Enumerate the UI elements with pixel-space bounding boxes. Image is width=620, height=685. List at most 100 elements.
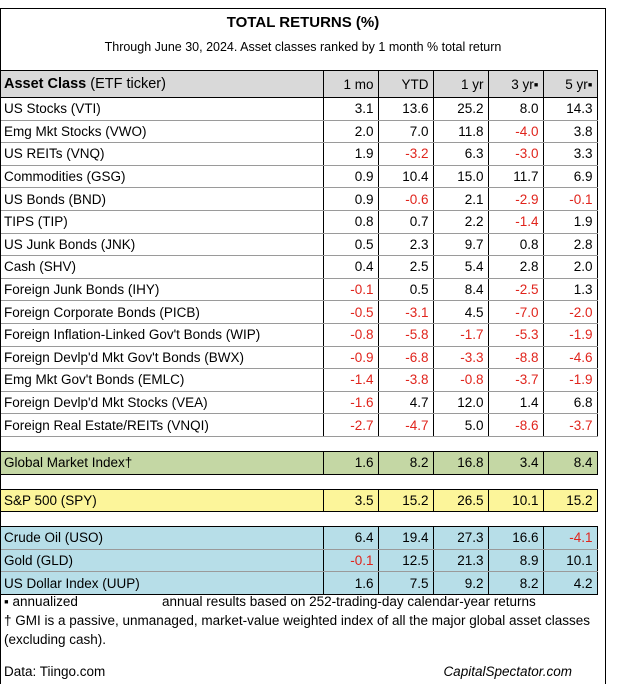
asset-name-cell: S&P 500 (SPY) — [1, 488, 323, 513]
return-cell-yr1: 6.3 — [432, 142, 488, 166]
return-cell-mo1: 3.5 — [322, 488, 378, 513]
return-cell-yr1: -0.8 — [432, 368, 488, 392]
return-cell-yr3: 8.9 — [487, 549, 543, 573]
return-cell-yr3: -3.0 — [487, 142, 543, 166]
gmi-row: Global Market Index† 1.6 8.2 16.8 3.4 8.4 — [1, 450, 598, 475]
return-cell-yr1: -3.3 — [432, 346, 488, 370]
return-cell-yr5: 15.2 — [542, 488, 598, 513]
return-cell-ytd: 10.4 — [377, 165, 433, 189]
spacer-row — [1, 474, 597, 489]
return-cell-mo1: 6.4 — [322, 526, 378, 550]
data-source: Data: Tiingo.com — [4, 664, 106, 679]
table-row: TIPS (TIP) 0.8 0.7 2.2 -1.4 1.9 — [1, 210, 598, 234]
return-cell-yr3: -7.0 — [487, 300, 543, 324]
table-row: US REITs (VNQ) 1.9 -3.2 6.3 -3.0 3.3 — [1, 142, 598, 166]
return-cell-yr5: 3.3 — [542, 142, 598, 166]
return-cell-yr1: 21.3 — [432, 549, 488, 573]
table-row: Emg Mkt Stocks (VWO) 2.0 7.0 11.8 -4.0 3.8 — [1, 120, 598, 144]
asset-name-cell: Foreign Inflation-Linked Gov't Bonds (WI… — [1, 323, 323, 347]
asset-name-cell: Emg Mkt Stocks (VWO) — [1, 120, 323, 144]
return-cell-yr5: 10.1 — [542, 549, 598, 573]
table-row: Foreign Corporate Bonds (PICB) -0.5 -3.1 4.… — [1, 300, 598, 324]
return-cell-yr3: -2.9 — [487, 187, 543, 211]
gmi-note: † GMI is a passive, unmanaged, market-va… — [4, 613, 591, 647]
return-cell-yr1: 5.4 — [432, 255, 488, 279]
asset-name-cell: Cash (SHV) — [1, 255, 323, 279]
return-cell-yr3: 11.7 — [487, 165, 543, 189]
table-row: Cash (SHV) 0.4 2.5 5.4 2.8 2.0 — [1, 255, 598, 279]
asset-name-cell: Foreign Corporate Bonds (PICB) — [1, 300, 323, 324]
return-cell-ytd: 7.0 — [377, 120, 433, 144]
report-title: TOTAL RETURNS (%) — [226, 14, 380, 31]
return-cell-ytd: 4.7 — [377, 391, 433, 415]
table-row: Foreign Devlp'd Mkt Stocks (VEA) -1.6 4.7 1… — [1, 391, 598, 415]
return-cell-mo1: -1.4 — [322, 368, 378, 392]
return-cell-ytd: 2.5 — [377, 255, 433, 279]
return-cell-yr5: -4.6 — [542, 346, 598, 370]
return-cell-ytd: -0.6 — [377, 187, 433, 211]
asset-name-cell: US Stocks (VTI) — [1, 97, 323, 121]
return-cell-yr1: 5.0 — [432, 413, 488, 437]
return-cell-ytd: 0.7 — [377, 210, 433, 234]
notes: ▪ annualized annual results based on 252… — [4, 592, 594, 649]
return-cell-yr1: 12.0 — [432, 391, 488, 415]
return-cell-yr1: 26.5 — [432, 488, 488, 513]
asset-name-cell: Crude Oil (USO) — [1, 526, 323, 550]
return-cell-yr3: 3.4 — [487, 450, 543, 475]
return-cell-mo1: -0.1 — [322, 278, 378, 302]
return-cell-ytd: 7.5 — [377, 571, 433, 595]
spacer-row — [1, 436, 597, 451]
return-cell-yr5: 1.3 — [542, 278, 598, 302]
table-row: Foreign Real Estate/REITs (VNQI) -2.7 -4.7… — [1, 413, 598, 437]
return-cell-yr5: 2.8 — [542, 233, 598, 257]
asset-name-cell: US Junk Bonds (JNK) — [1, 233, 323, 257]
return-cell-yr5: -3.7 — [542, 413, 598, 437]
return-cell-yr5: 1.9 — [542, 210, 598, 234]
table-row: US Stocks (VTI) 3.1 13.6 25.2 8.0 14.3 — [1, 97, 598, 121]
return-cell-yr3: -5.3 — [487, 323, 543, 347]
return-cell-mo1: 1.6 — [322, 450, 378, 475]
return-cell-ytd: -3.8 — [377, 368, 433, 392]
asset-name-cell: Gold (GLD) — [1, 549, 323, 573]
asset-name-cell: Foreign Devlp'd Mkt Gov't Bonds (BWX) — [1, 346, 323, 370]
commodity-row: Gold (GLD) -0.1 12.5 21.3 8.9 10.1 — [1, 549, 598, 573]
annualized-note: ▪ annualized — [4, 594, 78, 609]
return-cell-yr3: 8.2 — [487, 571, 543, 595]
return-cell-yr3: 2.8 — [487, 255, 543, 279]
asset-name-cell: Global Market Index† — [1, 450, 323, 475]
return-cell-yr1: 8.4 — [432, 278, 488, 302]
return-cell-ytd: -6.8 — [377, 346, 433, 370]
return-cell-yr1: 27.3 — [432, 526, 488, 550]
return-cell-mo1: -0.9 — [322, 346, 378, 370]
return-cell-yr3: 16.6 — [487, 526, 543, 550]
return-cell-yr5: -4.1 — [542, 526, 598, 550]
return-cell-yr5: -1.9 — [542, 323, 598, 347]
return-cell-yr1: 4.5 — [432, 300, 488, 324]
report-frame — [0, 8, 606, 684]
table-row: US Bonds (BND) 0.9 -0.6 2.1 -2.9 -0.1 — [1, 187, 598, 211]
return-cell-ytd: 0.5 — [377, 278, 433, 302]
annualized-note-detail: annual results based on 252-trading-day … — [162, 594, 536, 609]
return-cell-yr5: -0.1 — [542, 187, 598, 211]
table-row: Foreign Junk Bonds (IHY) -0.1 0.5 8.4 -2.5 1.… — [1, 278, 598, 302]
header-1yr: 1 yr — [432, 70, 488, 98]
asset-name-cell: Foreign Devlp'd Mkt Stocks (VEA) — [1, 391, 323, 415]
return-cell-yr3: 10.1 — [487, 488, 543, 513]
return-cell-yr5: 3.8 — [542, 120, 598, 144]
return-cell-yr3: 8.0 — [487, 97, 543, 121]
return-cell-yr5: 6.8 — [542, 391, 598, 415]
return-cell-ytd: 2.3 — [377, 233, 433, 257]
table-row: Emg Mkt Gov't Bonds (EMLC) -1.4 -3.8 -0.8 -3… — [1, 368, 598, 392]
return-cell-yr3: -2.5 — [487, 278, 543, 302]
asset-name-cell: Commodities (GSG) — [1, 165, 323, 189]
return-cell-yr3: -4.0 — [487, 120, 543, 144]
return-cell-mo1: 1.6 — [322, 571, 378, 595]
spy-row: S&P 500 (SPY) 3.5 15.2 26.5 10.1 15.2 — [1, 488, 598, 513]
return-cell-ytd: -3.2 — [377, 142, 433, 166]
return-cell-ytd: -3.1 — [377, 300, 433, 324]
return-cell-ytd: -4.7 — [377, 413, 433, 437]
header-5yr: 5 yr▪ — [542, 70, 598, 98]
table-row: Foreign Devlp'd Mkt Gov't Bonds (BWX) -0.… — [1, 346, 598, 370]
header-1mo: 1 mo — [322, 70, 378, 98]
commodity-row: Crude Oil (USO) 6.4 19.4 27.3 16.6 -4.1 — [1, 526, 598, 550]
